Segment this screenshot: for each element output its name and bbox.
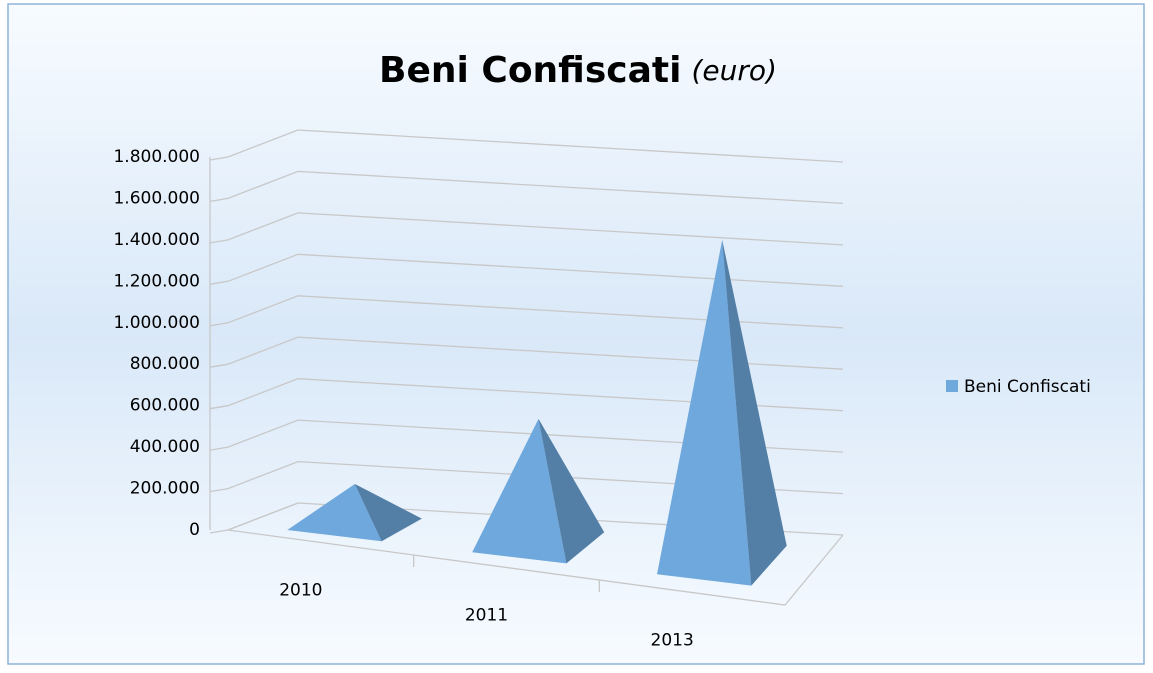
y-tick-label: 800.000 bbox=[130, 354, 200, 374]
grid-line bbox=[209, 378, 844, 412]
y-tick-label: 1.200.000 bbox=[113, 271, 200, 291]
pyramid-front bbox=[657, 239, 752, 586]
y-tick-label: 1.800.000 bbox=[113, 147, 200, 167]
grid-line bbox=[209, 170, 844, 205]
pyramid-side bbox=[538, 418, 605, 564]
grid-line bbox=[209, 295, 844, 329]
y-tick-label: 0 bbox=[189, 520, 200, 540]
x-tick-label: 2011 bbox=[465, 606, 508, 626]
grid-line bbox=[209, 212, 844, 246]
pyramid-front bbox=[287, 484, 382, 542]
legend-swatch bbox=[946, 380, 958, 392]
pyramid-shade bbox=[538, 418, 605, 564]
x-tick-label: 2010 bbox=[279, 581, 322, 601]
x-tick-label: 2013 bbox=[651, 631, 694, 651]
chart-frame bbox=[7, 3, 1145, 665]
chart-title: Beni Confiscati bbox=[379, 50, 681, 91]
y-tick-label: 1.000.000 bbox=[113, 313, 200, 333]
pyramid-side bbox=[722, 239, 787, 586]
chart-subtitle: (euro) bbox=[691, 54, 776, 87]
y-tick-label: 600.000 bbox=[130, 396, 200, 416]
y-tick-label: 200.000 bbox=[130, 479, 200, 499]
y-tick-label: 1.600.000 bbox=[113, 188, 200, 208]
grid-line bbox=[209, 336, 844, 370]
grid-line bbox=[209, 253, 844, 287]
y-tick-label: 1.400.000 bbox=[113, 230, 200, 250]
pyramid-side bbox=[354, 484, 422, 542]
chart-heading: Beni Confiscati (euro) bbox=[379, 50, 777, 91]
y-tick-label: 400.000 bbox=[130, 437, 200, 457]
grid-line bbox=[209, 419, 844, 453]
grid-line bbox=[209, 129, 844, 163]
pyramid-shade bbox=[354, 484, 422, 542]
pyramid-shade bbox=[722, 239, 787, 586]
pyramid-front bbox=[472, 418, 567, 564]
legend-label: Beni Confiscati bbox=[964, 377, 1091, 397]
